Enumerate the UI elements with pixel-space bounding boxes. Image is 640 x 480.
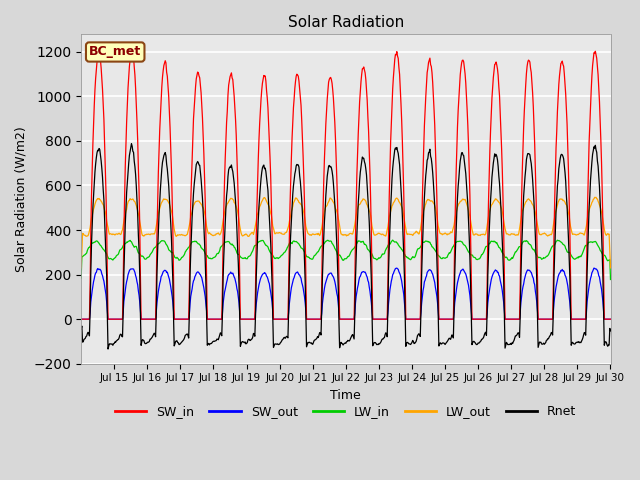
Line: LW_in: LW_in [81,240,611,279]
Rnet [151,331,159,337]
LW_out [194,198,202,204]
LW_out [150,231,157,237]
LW_in [194,240,202,246]
LW_in [389,237,397,243]
Line: SW_in: SW_in [81,51,611,319]
Rnet [459,152,467,158]
Line: SW_out: SW_out [81,268,611,319]
Text: BC_met: BC_met [89,46,141,59]
SW_out [194,269,202,275]
LW_in [509,255,516,261]
X-axis label: Time: Time [330,389,361,402]
Title: Solar Radiation: Solar Radiation [288,15,404,30]
Y-axis label: Solar Radiation (W/m2): Solar Radiation (W/m2) [15,126,28,272]
SW_in [607,316,614,322]
SW_out [150,316,157,322]
SW_in [150,316,157,322]
Rnet [127,141,135,146]
Rnet [104,346,112,352]
Rnet [607,328,614,334]
LW_out [77,265,85,271]
Line: LW_out: LW_out [81,197,611,268]
LW_out [607,265,614,271]
SW_in [458,60,465,66]
LW_in [77,275,85,281]
SW_in [524,59,532,65]
Rnet [195,162,203,168]
Rnet [509,339,517,345]
SW_in [86,316,93,322]
LW_out [592,194,600,200]
Rnet [86,333,93,339]
LW_in [525,240,532,246]
SW_in [591,48,599,54]
SW_out [86,316,93,322]
SW_out [77,316,85,322]
SW_out [525,267,532,273]
Rnet [77,326,85,332]
SW_in [77,316,85,322]
Legend: SW_in, SW_out, LW_in, LW_out, Rnet: SW_in, SW_out, LW_in, LW_out, Rnet [110,400,582,423]
LW_out [524,196,532,202]
LW_out [458,198,465,204]
LW_out [508,231,516,237]
SW_in [194,69,202,75]
SW_out [393,265,401,271]
Line: Rnet: Rnet [81,144,611,349]
LW_in [458,239,466,245]
Rnet [525,151,533,157]
SW_in [508,316,516,322]
SW_out [458,266,466,272]
LW_out [86,228,93,234]
LW_in [607,276,614,282]
LW_in [86,244,93,250]
SW_out [607,316,614,322]
SW_out [509,316,516,322]
LW_in [150,246,157,252]
